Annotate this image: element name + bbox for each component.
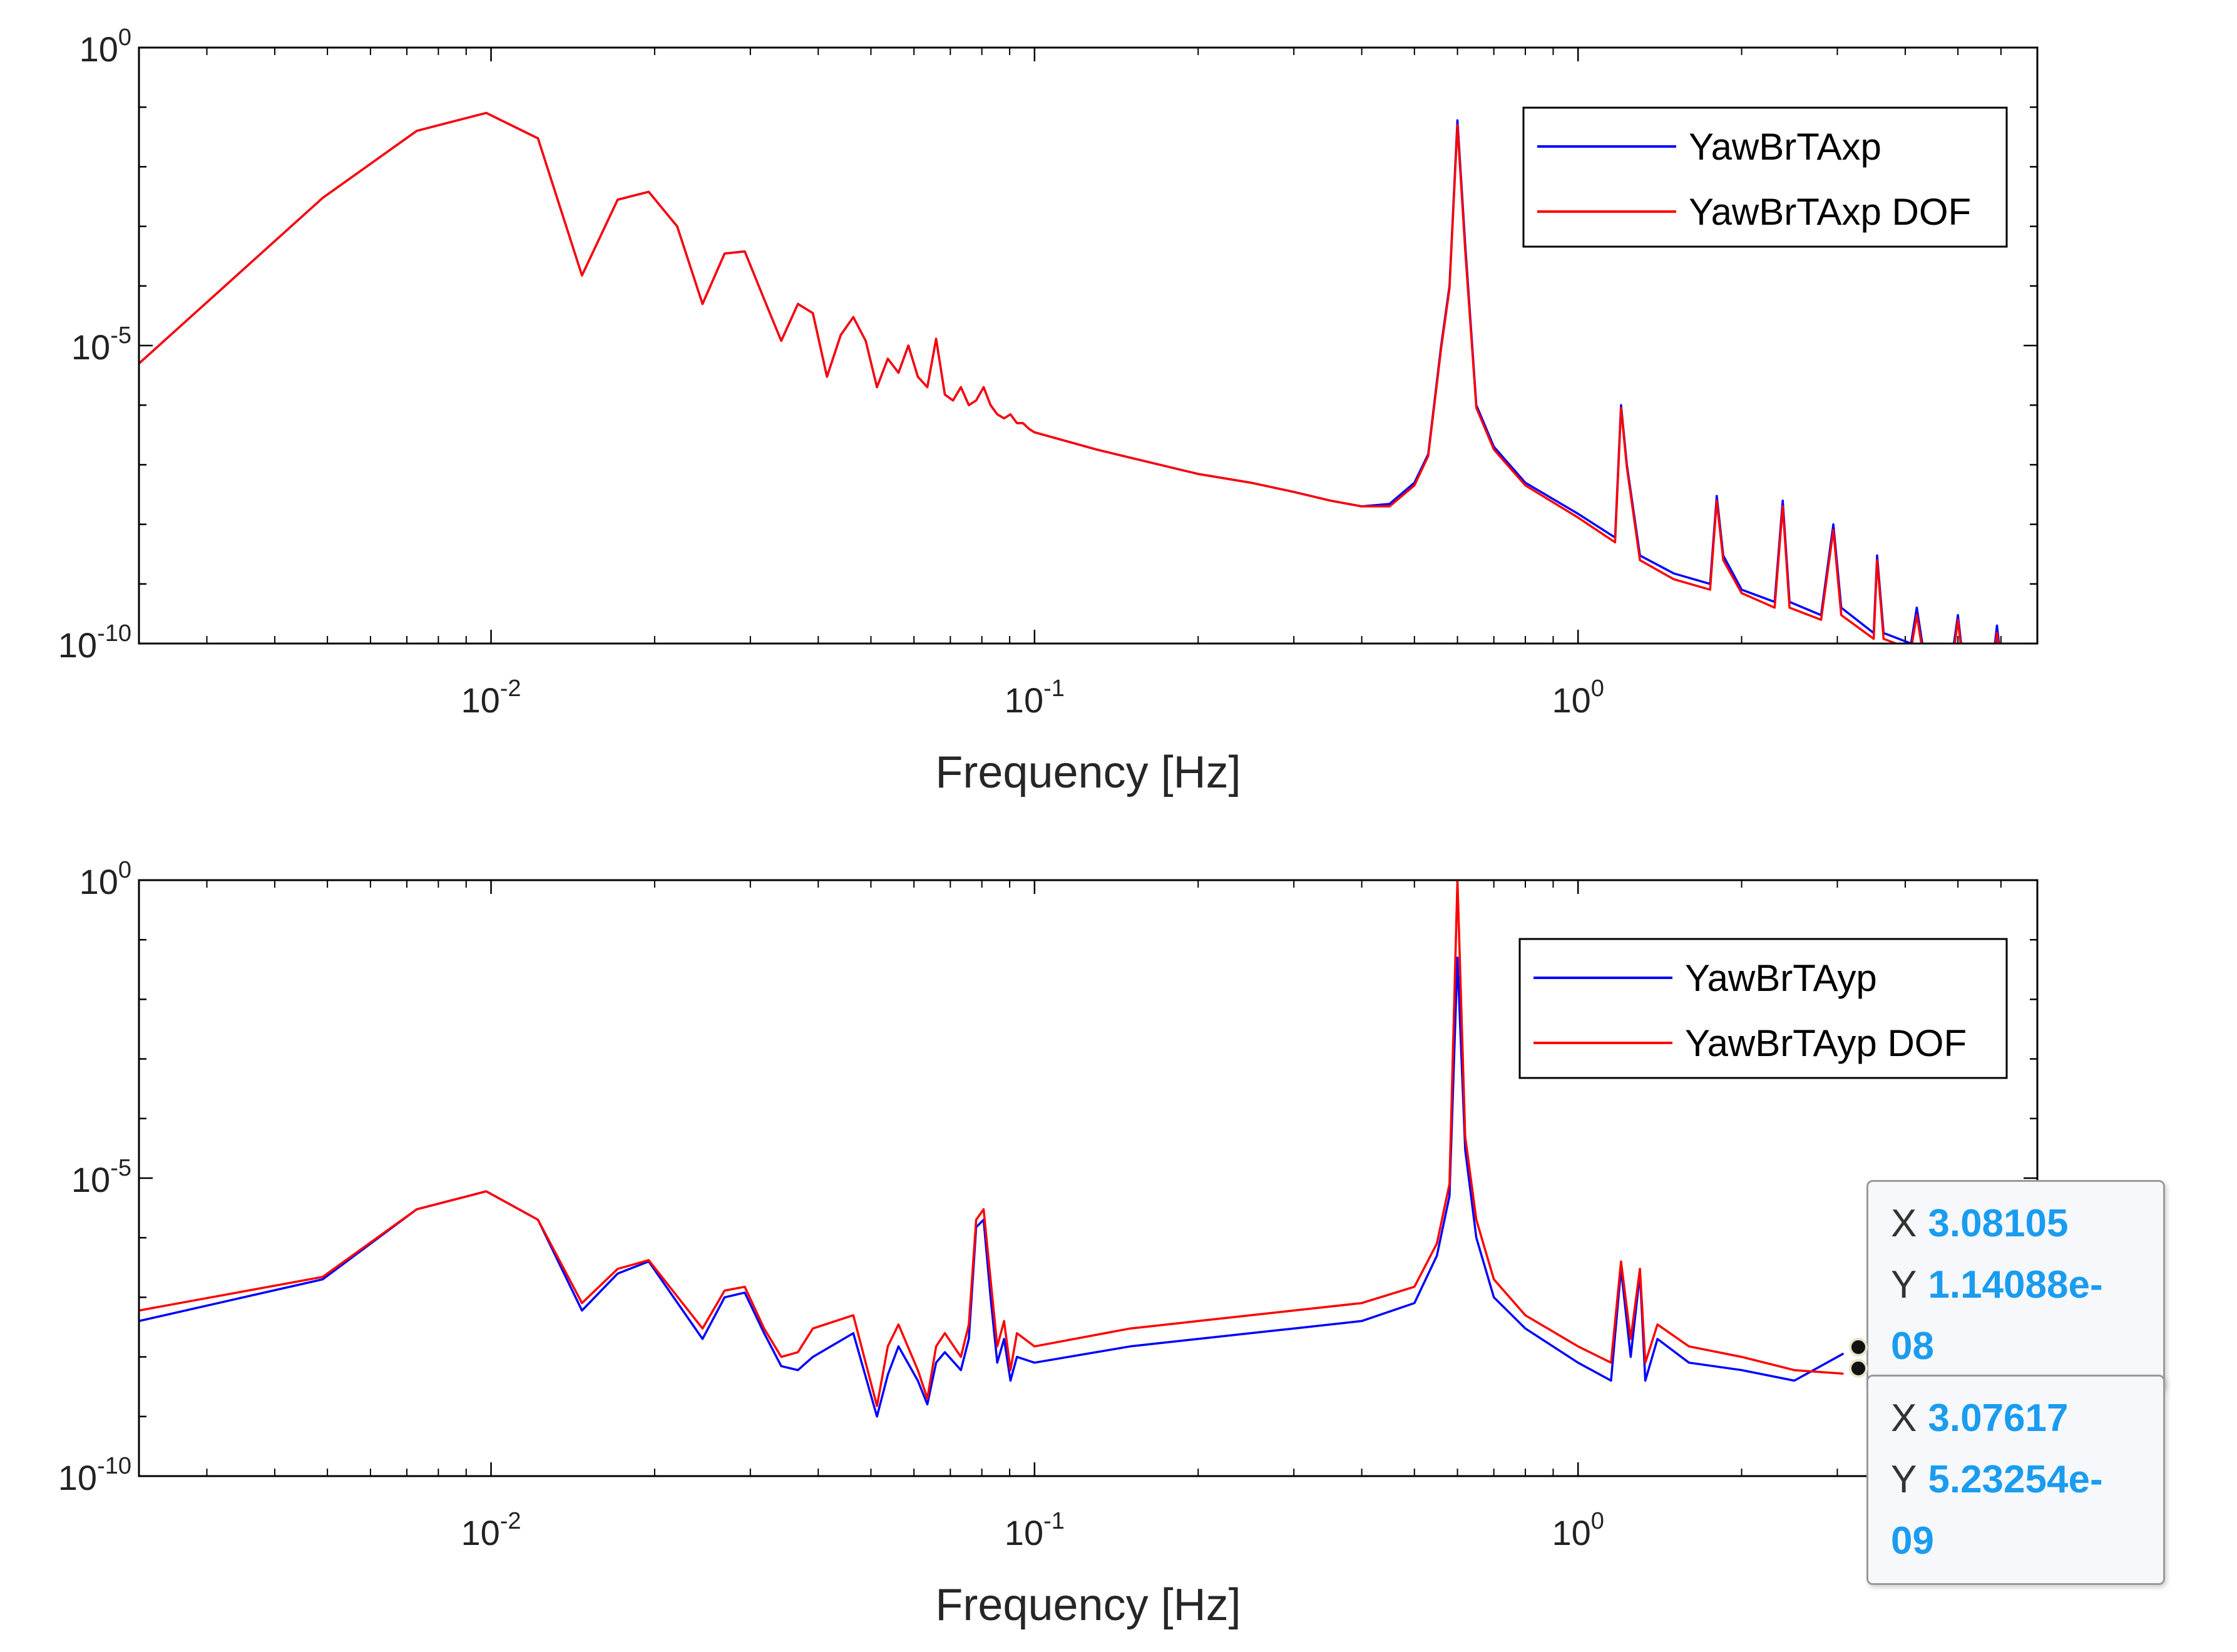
datatip-lower[interactable]: X 3.07617 Y 5.23254e-09 [1866, 1375, 2165, 1585]
y-tick-label: 10-5 [71, 1155, 131, 1199]
axes-frame [138, 879, 2039, 1477]
series-line-yawbrtayp [139, 957, 1845, 1418]
datatip-upper[interactable]: X 3.08105 Y 1.14088e-08 [1866, 1180, 2165, 1390]
x-axis-label: Frequency [Hz] [935, 747, 1241, 798]
bottom-axes: 10-2 10-1 100 10-10 10-5 100 Frequency [Hz] Yaw… [58, 857, 2039, 1630]
x-axis-label: Frequency [Hz] [935, 1580, 1241, 1630]
y-tick-label: 100 [79, 857, 131, 901]
y-tick-label: 10-10 [58, 1453, 131, 1497]
x-tick-label: 10-1 [1005, 675, 1065, 720]
legend-label: YawBrTAyp DOF [1685, 1022, 1967, 1064]
legend-label: YawBrTAxp [1689, 126, 1881, 168]
datatip-x-value: 3.07617 [1928, 1397, 2069, 1440]
datatip-y-value: 1.14088e-08 [1891, 1263, 2103, 1368]
y-tick-label: 10-10 [58, 620, 131, 665]
legend[interactable] [1522, 106, 2008, 248]
datatip-y-value: 5.23254e-09 [1891, 1458, 2103, 1562]
legend-label: YawBrTAxp DOF [1689, 191, 1971, 233]
datatip-y-label: Y [1891, 1458, 1917, 1501]
x-tick-label: 10-1 [1005, 1508, 1065, 1552]
x-tick-label: 10-2 [461, 675, 521, 720]
datatip-marker-lower[interactable] [1849, 1359, 1868, 1378]
legend[interactable] [1518, 938, 2008, 1079]
series-line-yawbrtayp-dof [139, 880, 1844, 1407]
top-axes: 10-2 10-1 100 10-10 10-5 100 Frequency [Hz] Yaw… [58, 24, 2039, 798]
axes-frame [138, 46, 2039, 645]
x-tick-label: 100 [1552, 1508, 1604, 1552]
datatip-marker-upper[interactable] [1849, 1338, 1868, 1357]
datatip-x-label: X [1891, 1397, 1917, 1440]
datatip-y-label: Y [1891, 1263, 1917, 1306]
y-tick-label: 100 [79, 24, 131, 69]
legend-label: YawBrTAyp [1685, 957, 1877, 999]
datatip-x-value: 3.08105 [1928, 1202, 2069, 1245]
series-line-yawbrtaxp-dof [139, 111, 2000, 644]
x-tick-label: 100 [1552, 675, 1604, 720]
y-tick-label: 10-5 [71, 322, 131, 367]
datatip-x-label: X [1891, 1202, 1917, 1245]
x-tick-label: 10-2 [461, 1508, 521, 1552]
